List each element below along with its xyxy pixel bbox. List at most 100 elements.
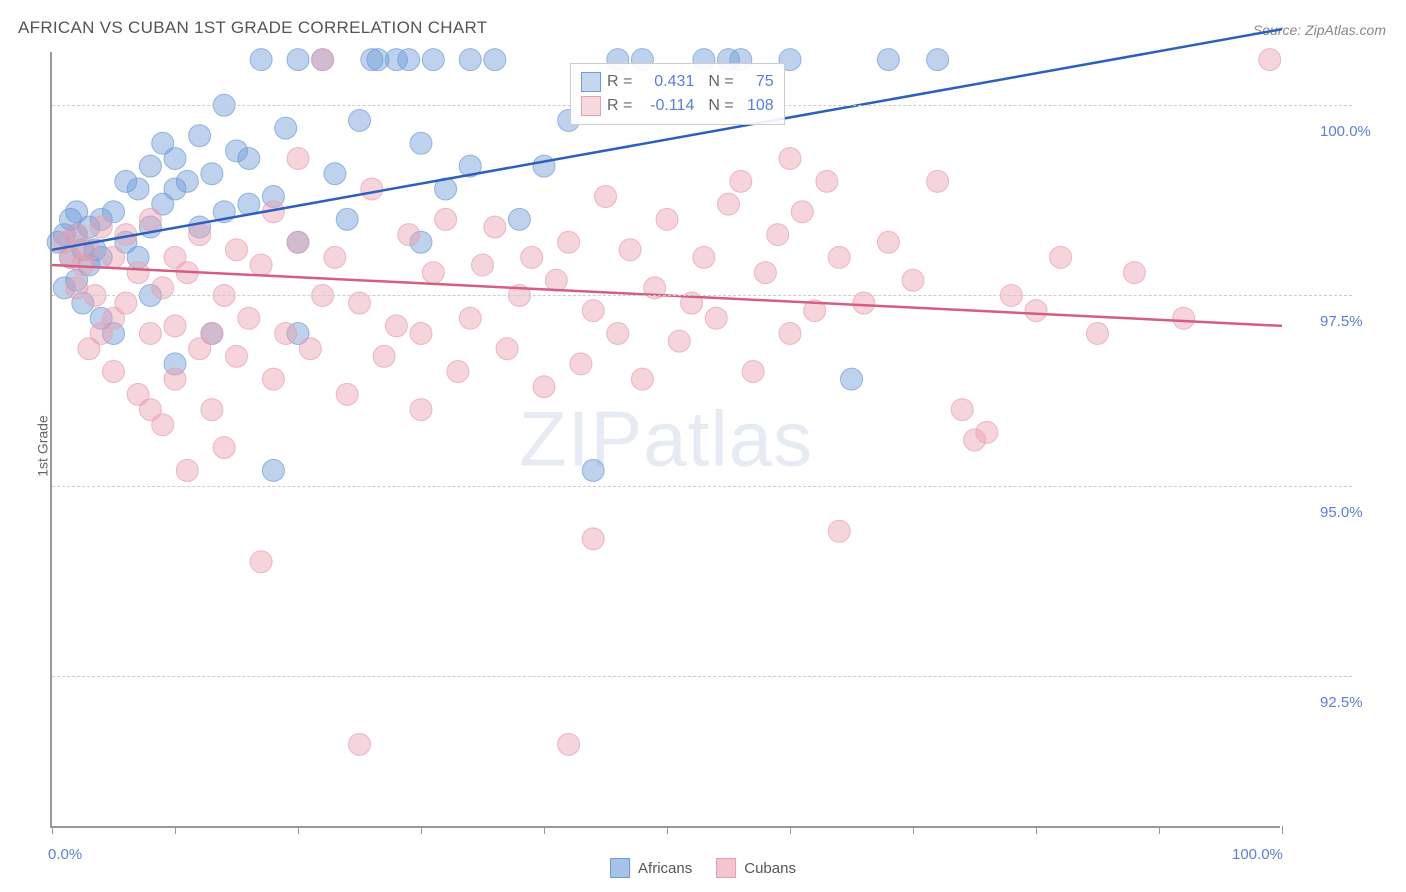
data-point: [201, 322, 223, 344]
x-tick-label: 100.0%: [1232, 846, 1283, 863]
legend-item: Africans: [610, 858, 692, 878]
stats-row: R =0.431N =75: [581, 70, 774, 94]
data-point: [176, 170, 198, 192]
data-point: [558, 231, 580, 253]
data-point: [558, 733, 580, 755]
data-point: [127, 178, 149, 200]
data-point: [139, 208, 161, 230]
legend-item: Cubans: [716, 858, 796, 878]
data-point: [226, 239, 248, 261]
data-point: [336, 383, 358, 405]
data-point: [127, 262, 149, 284]
data-point: [841, 368, 863, 390]
data-point: [90, 216, 112, 238]
y-tick-label: 100.0%: [1320, 123, 1371, 140]
data-point: [250, 49, 272, 71]
plot-area: ZIPatlas: [50, 52, 1280, 828]
x-tick: [52, 826, 53, 834]
data-point: [410, 322, 432, 344]
legend-swatch: [716, 858, 736, 878]
x-tick: [1282, 826, 1283, 834]
stat-r-label: R =: [607, 97, 632, 115]
data-point: [1259, 49, 1281, 71]
data-point: [619, 239, 641, 261]
data-point: [312, 49, 334, 71]
data-point: [496, 338, 518, 360]
data-point: [754, 262, 776, 284]
chart-container: AFRICAN VS CUBAN 1ST GRADE CORRELATION C…: [0, 0, 1406, 892]
data-point: [533, 155, 555, 177]
data-point: [545, 269, 567, 291]
data-point: [877, 49, 899, 71]
data-point: [902, 269, 924, 291]
data-point: [1173, 307, 1195, 329]
legend-swatch: [581, 72, 601, 92]
data-point: [103, 246, 125, 268]
data-point: [262, 459, 284, 481]
data-point: [349, 109, 371, 131]
data-point: [189, 125, 211, 147]
data-point: [607, 322, 629, 344]
x-tick: [1036, 826, 1037, 834]
data-point: [877, 231, 899, 253]
chart-title: AFRICAN VS CUBAN 1ST GRADE CORRELATION C…: [18, 18, 487, 38]
data-point: [582, 300, 604, 322]
gridline: [52, 676, 1352, 677]
data-point: [410, 399, 432, 421]
gridline: [52, 295, 1352, 296]
data-point: [668, 330, 690, 352]
data-point: [164, 315, 186, 337]
data-point: [103, 361, 125, 383]
data-point: [361, 178, 383, 200]
data-point: [570, 353, 592, 375]
data-point: [1050, 246, 1072, 268]
data-point: [927, 49, 949, 71]
data-point: [508, 208, 530, 230]
gridline: [52, 486, 1352, 487]
data-point: [398, 224, 420, 246]
legend-label: Africans: [638, 860, 692, 877]
data-point: [324, 246, 346, 268]
data-point: [459, 49, 481, 71]
stat-n-value: 108: [740, 97, 774, 115]
data-point: [287, 49, 309, 71]
data-point: [656, 208, 678, 230]
data-point: [718, 193, 740, 215]
data-point: [459, 307, 481, 329]
stats-legend-box: R =0.431N =75R =-0.114N =108: [570, 63, 785, 125]
data-point: [324, 163, 346, 185]
data-point: [275, 117, 297, 139]
x-tick: [1159, 826, 1160, 834]
x-tick: [421, 826, 422, 834]
data-point: [139, 155, 161, 177]
stat-n-label: N =: [708, 73, 733, 91]
data-point: [927, 170, 949, 192]
data-point: [349, 733, 371, 755]
stat-r-label: R =: [607, 73, 632, 91]
data-point: [238, 307, 260, 329]
data-point: [275, 322, 297, 344]
data-point: [779, 322, 801, 344]
x-tick: [175, 826, 176, 834]
data-point: [201, 163, 223, 185]
x-tick: [913, 826, 914, 834]
data-point: [816, 170, 838, 192]
legend-swatch: [581, 96, 601, 116]
data-point: [422, 262, 444, 284]
data-point: [201, 399, 223, 421]
x-tick: [298, 826, 299, 834]
data-point: [582, 528, 604, 550]
data-point: [213, 437, 235, 459]
data-point: [398, 49, 420, 71]
data-point: [422, 49, 444, 71]
stat-r-value: 0.431: [638, 73, 694, 91]
data-point: [447, 361, 469, 383]
data-point: [582, 459, 604, 481]
data-point: [238, 148, 260, 170]
data-point: [742, 361, 764, 383]
x-tick-label: 0.0%: [48, 846, 82, 863]
data-point: [484, 216, 506, 238]
data-point: [152, 414, 174, 436]
data-point: [631, 368, 653, 390]
stat-n-label: N =: [708, 97, 733, 115]
